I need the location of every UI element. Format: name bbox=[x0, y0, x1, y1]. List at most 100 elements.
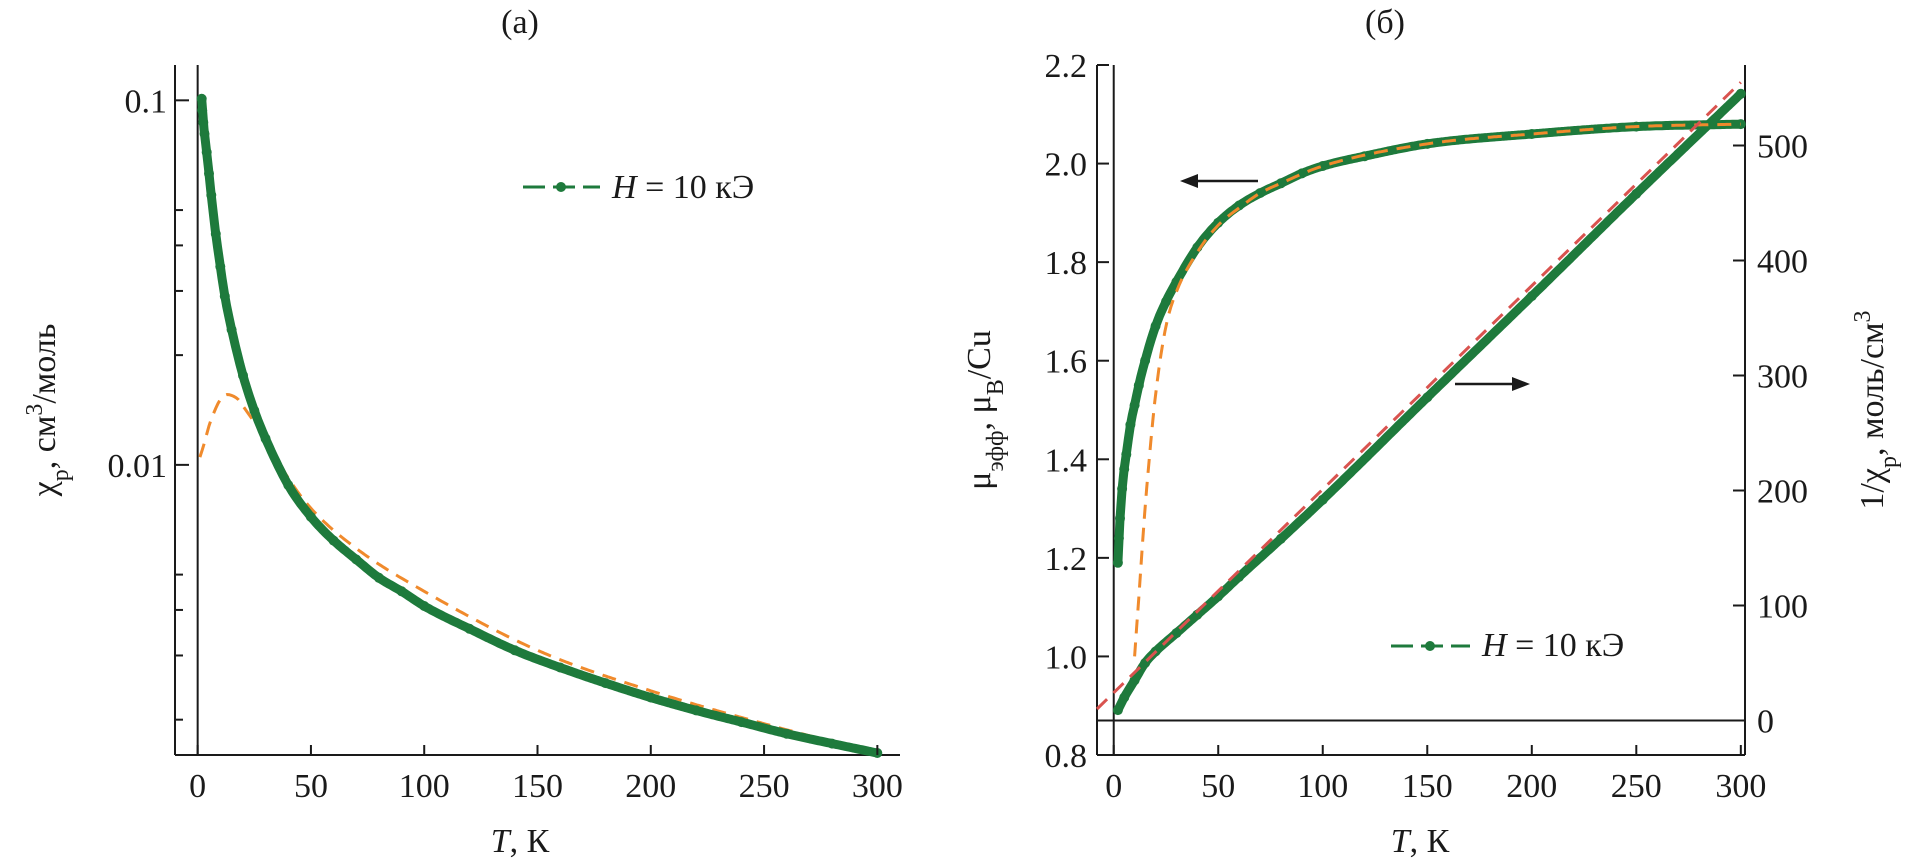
data-point bbox=[1112, 557, 1123, 568]
data-point bbox=[1422, 392, 1433, 403]
legend-marker bbox=[556, 182, 566, 192]
data-point bbox=[1113, 533, 1124, 544]
data-point bbox=[1275, 533, 1286, 544]
data-point bbox=[827, 738, 837, 749]
panel-a-legend: H = 10 кЭ bbox=[523, 169, 754, 206]
data-point bbox=[1115, 513, 1125, 524]
data-point bbox=[204, 168, 214, 179]
fit-curve-1 bbox=[1133, 122, 1741, 657]
legend-text: H = 10 кЭ bbox=[611, 169, 754, 206]
data-point bbox=[198, 117, 209, 128]
panel-b-arrows bbox=[1180, 174, 1530, 391]
y-left-tick-label: 0.8 bbox=[1045, 738, 1088, 775]
y-right-tick-label: 200 bbox=[1757, 474, 1808, 511]
data-point bbox=[645, 692, 656, 703]
data-point bbox=[1526, 129, 1537, 139]
data-point bbox=[1129, 400, 1140, 411]
panel-b: (б) 0 50 100 150 200 250 300 0.8 1.0 1.2 1.4 1.6 1.8… bbox=[961, 4, 1902, 860]
y-left-tick-label: 1.8 bbox=[1045, 245, 1088, 282]
fit-curve-3 bbox=[1095, 81, 1742, 711]
data-point bbox=[1526, 291, 1537, 302]
panel-b-plot bbox=[1095, 65, 1746, 756]
data-point bbox=[373, 572, 384, 583]
data-point bbox=[464, 623, 475, 634]
data-point bbox=[196, 93, 207, 104]
x-tick-label: 150 bbox=[1402, 768, 1453, 805]
data-point bbox=[201, 147, 212, 158]
legend-text-rest: = 10 кЭ bbox=[637, 169, 755, 206]
x-tick-label: 250 bbox=[739, 768, 790, 805]
x-tick-label: 200 bbox=[1506, 768, 1557, 805]
data-point bbox=[1192, 609, 1203, 620]
x-tick-label: 0 bbox=[189, 768, 206, 805]
y-left-tick-label: 1.0 bbox=[1045, 639, 1088, 676]
data-point bbox=[283, 480, 294, 491]
y-right-tick-label: 100 bbox=[1757, 589, 1808, 626]
x-tick-label: 50 bbox=[1201, 768, 1235, 805]
data-point bbox=[1735, 88, 1746, 99]
y-axis-label-left: μэфф, μB/Cu bbox=[961, 330, 1009, 490]
panel-b-label: (б) bbox=[1365, 4, 1405, 41]
x-axis-label: T, К bbox=[491, 823, 550, 860]
data-point bbox=[1121, 449, 1132, 460]
data-point bbox=[1213, 217, 1224, 228]
data-point bbox=[691, 705, 702, 716]
data-point bbox=[1317, 494, 1328, 505]
y-left-tick-label: 1.4 bbox=[1045, 442, 1088, 479]
data-curve-0 bbox=[197, 94, 882, 758]
data-point bbox=[419, 601, 430, 611]
data-point bbox=[1631, 188, 1642, 199]
data-point bbox=[215, 261, 226, 272]
data-point bbox=[260, 433, 271, 444]
x-axis-label: T, К bbox=[1391, 823, 1450, 860]
legend-marker bbox=[1425, 641, 1435, 651]
y-axis-label-right: 1/χp, моль/см3 bbox=[1850, 310, 1902, 509]
data-point bbox=[199, 128, 210, 139]
data-point bbox=[219, 291, 230, 302]
data-point bbox=[351, 554, 362, 565]
data-point bbox=[600, 678, 611, 689]
y-right-tick-label: 400 bbox=[1757, 244, 1808, 281]
y-left-tick-label: 1.6 bbox=[1045, 344, 1088, 381]
data-point bbox=[206, 190, 217, 200]
data-point bbox=[1119, 464, 1130, 475]
y-axis-label: χp, см3/моль bbox=[22, 324, 74, 498]
x-tick-label: 250 bbox=[1611, 768, 1662, 805]
legend-text-rest: = 10 кЭ bbox=[1507, 627, 1625, 664]
data-curve-0 bbox=[1113, 119, 1746, 568]
data-point bbox=[1125, 419, 1136, 430]
x-axis-label-italic: T bbox=[491, 823, 512, 860]
panel-a-ticks: 0 50 100 150 200 250 300 0.01 0.1 bbox=[108, 83, 903, 805]
data-point bbox=[1129, 675, 1140, 686]
data-point bbox=[1112, 705, 1123, 716]
data-point bbox=[1117, 483, 1128, 494]
data-point bbox=[781, 728, 792, 739]
arrow-left-head bbox=[1180, 174, 1198, 188]
x-axis-label-rest: , К bbox=[510, 823, 550, 860]
y-right-tick-label: 0 bbox=[1757, 704, 1774, 741]
data-point bbox=[1133, 380, 1144, 391]
x-tick-label: 200 bbox=[625, 768, 676, 805]
data-point bbox=[328, 535, 339, 546]
fit-curve-1 bbox=[198, 392, 878, 755]
data-point bbox=[509, 645, 520, 656]
legend-text-italic: H bbox=[1481, 627, 1509, 664]
x-tick-label: 50 bbox=[294, 768, 328, 805]
panel-a-plot bbox=[174, 65, 900, 758]
data-point bbox=[226, 324, 237, 335]
legend-text-italic: H bbox=[611, 169, 639, 206]
x-tick-label: 0 bbox=[1105, 768, 1122, 805]
x-tick-label: 300 bbox=[852, 768, 903, 805]
arrow-right-head bbox=[1512, 377, 1530, 391]
y-right-tick-label: 500 bbox=[1757, 129, 1808, 166]
data-point bbox=[555, 662, 566, 673]
y-tick-label: 0.01 bbox=[108, 448, 168, 485]
x-tick-label: 300 bbox=[1715, 768, 1766, 805]
panel-b-ticks: 0 50 100 150 200 250 300 0.8 1.0 1.2 1.4 1.6 1.8 2.0 2… bbox=[1045, 48, 1809, 805]
x-tick-label: 150 bbox=[512, 768, 563, 805]
y-left-tick-label: 1.2 bbox=[1045, 541, 1088, 578]
y-right-tick-label: 300 bbox=[1757, 359, 1808, 396]
x-tick-label: 100 bbox=[399, 768, 450, 805]
